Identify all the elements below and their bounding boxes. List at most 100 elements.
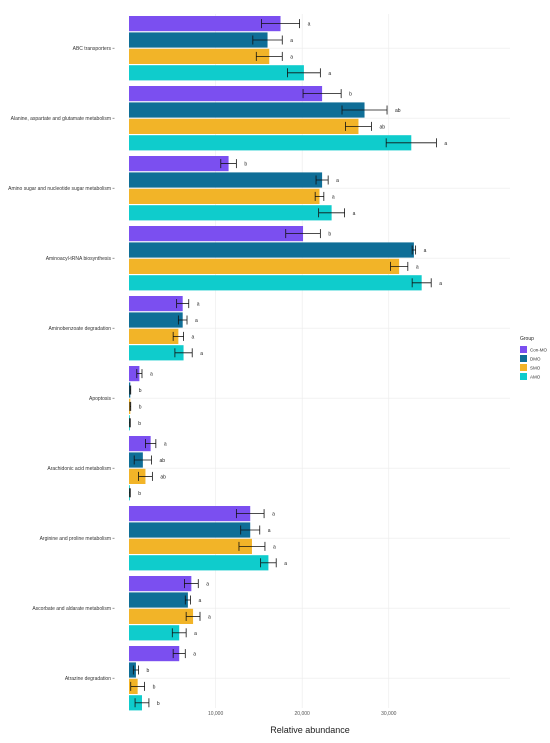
significance-label: a: [444, 141, 447, 147]
significance-label: a: [284, 561, 287, 567]
significance-label: a: [273, 544, 276, 550]
significance-label: b: [138, 421, 141, 427]
bar: [129, 625, 180, 641]
significance-label: a: [164, 442, 167, 448]
significance-label: a: [439, 281, 442, 287]
bars-layer: [129, 16, 422, 711]
category-label: Arginine and proline metabolism: [40, 536, 111, 542]
significance-label: b: [139, 388, 142, 394]
significance-label: a: [206, 582, 209, 588]
significance-label: ab: [395, 108, 401, 114]
bar: [129, 646, 180, 662]
significance-label: b: [244, 162, 247, 168]
bar: [129, 258, 400, 274]
significance-label: a: [192, 334, 195, 340]
significance-label: b: [139, 404, 142, 410]
category-label: Ascorbate and aldarate metabolism: [32, 606, 111, 612]
significance-label: a: [193, 652, 196, 658]
significance-label: a: [308, 22, 311, 28]
bar: [129, 538, 252, 554]
bar: [129, 522, 251, 538]
significance-label: a: [194, 631, 197, 637]
category-label: Alanine, aspartate and glutamate metabol…: [11, 116, 111, 122]
significance-label: a: [290, 38, 293, 44]
bar: [129, 242, 414, 258]
legend-swatch: [520, 355, 527, 362]
legend-swatch: [520, 364, 527, 371]
category-label: Arachidonic acid metabolism: [47, 466, 111, 472]
x-tick-label: 20,000: [295, 711, 311, 717]
category-label: Atrazine degradation: [65, 676, 111, 682]
bar: [129, 506, 251, 522]
significance-label: ab: [160, 458, 166, 464]
significance-label: b: [157, 701, 160, 707]
category-label: Aminobenzoate degradation: [48, 326, 111, 332]
significance-label: a: [336, 178, 339, 184]
significance-label: b: [138, 491, 141, 497]
bar: [129, 312, 183, 328]
legend-label: SMO: [530, 366, 541, 371]
bar: [129, 576, 192, 592]
category-label: Apoptosis: [89, 396, 111, 402]
significance-label: a: [268, 528, 271, 534]
bar: [129, 188, 320, 204]
category-label: ABC transporters: [73, 46, 112, 52]
significance-label: a: [198, 598, 201, 604]
legend-swatch: [520, 346, 527, 353]
x-tick-label: 30,000: [381, 711, 397, 717]
x-tick-label: 10,000: [208, 711, 224, 717]
legend-label: DMO: [530, 357, 541, 362]
bar: [129, 156, 229, 172]
bar: [129, 608, 194, 624]
significance-label: a: [332, 194, 335, 200]
significance-label: a: [328, 71, 331, 77]
significance-label: a: [416, 264, 419, 270]
significance-label: a: [424, 248, 427, 254]
significance-label: ab: [160, 474, 166, 480]
bar: [129, 135, 412, 151]
bar: [129, 468, 146, 484]
bar: [129, 118, 359, 134]
bar: [129, 296, 183, 312]
significance-label: a: [197, 302, 200, 308]
bar: [129, 172, 323, 188]
category-label: Aminoacyl-tRNA biosynthesis: [46, 256, 112, 262]
bar: [129, 16, 281, 32]
category-label: Amino sugar and nucleotide sugar metabol…: [8, 186, 111, 192]
significance-label: a: [195, 318, 198, 324]
legend-label: AMO: [530, 375, 541, 380]
bar: [129, 555, 269, 571]
significance-label: a: [290, 54, 293, 60]
bar: [129, 86, 323, 102]
legend-items: Con-MO DMO SMO AMO: [520, 346, 548, 380]
bar: [129, 205, 332, 221]
bar: [129, 592, 188, 608]
bar: [129, 226, 304, 242]
bar: [129, 275, 422, 291]
bar: [129, 65, 304, 81]
labels-layer: 10,000 20,000 30,000 ABC transporters a a a a Al…: [8, 22, 447, 717]
legend-swatch: [520, 373, 527, 380]
x-axis-title: Relative abundance: [270, 725, 350, 735]
significance-label: b: [153, 684, 156, 690]
significance-label: b: [147, 668, 150, 674]
bar: [129, 345, 184, 361]
bar: [129, 366, 140, 382]
error-bars-layer: [129, 19, 437, 708]
bar: [129, 32, 268, 48]
legend-label: Con-MO: [530, 348, 548, 353]
significance-label: a: [272, 512, 275, 518]
significance-label: a: [353, 211, 356, 217]
significance-label: a: [200, 351, 203, 357]
bar: [129, 328, 179, 344]
significance-label: b: [328, 232, 331, 238]
bar: [129, 48, 270, 64]
legend-title: Group: [520, 336, 534, 342]
bar: [129, 102, 365, 118]
significance-label: a: [150, 372, 153, 378]
significance-label: b: [349, 92, 352, 98]
significance-label: ab: [379, 124, 385, 130]
legend: Group Con-MO DMO SMO AMO: [520, 336, 548, 380]
